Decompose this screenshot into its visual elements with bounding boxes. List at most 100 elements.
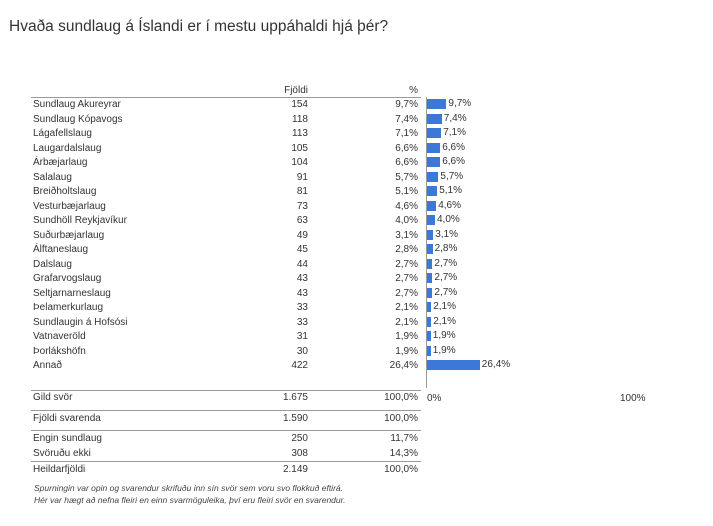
bar-data-label: 4,0% bbox=[437, 214, 460, 225]
row-label: Sundlaugin á Hofsósi bbox=[33, 316, 128, 328]
table-row-valid: Gild svör 1.675 100,0% bbox=[31, 390, 421, 406]
bar-data-label: 3,1% bbox=[435, 228, 458, 240]
bar bbox=[427, 128, 442, 138]
bar-data-label: 5,7% bbox=[440, 170, 464, 182]
row-label: Gild svör bbox=[33, 392, 73, 403]
row-count: 45 bbox=[296, 244, 308, 255]
row-percent: 2,7% bbox=[395, 287, 418, 299]
row-count: 44 bbox=[296, 258, 308, 270]
bar-data-label: 7,4% bbox=[443, 112, 467, 124]
axis-tick-min: 0% bbox=[427, 393, 442, 404]
row-percent: 2,7% bbox=[395, 258, 418, 270]
row-percent: 6,6% bbox=[395, 142, 418, 154]
table-row-noanswer: Svöruðu ekki 308 14,3% bbox=[31, 446, 421, 461]
row-percent: 11,7% bbox=[390, 433, 418, 444]
row-label: Sundhöll Reykjavíkur bbox=[33, 215, 127, 226]
bar-data-label: 2,7% bbox=[434, 257, 458, 269]
row-percent: 4,0% bbox=[395, 215, 418, 226]
valid-answers-row-group: Gild svör 1.675 100,0% bbox=[31, 390, 421, 406]
table-row: Laugardalslaug 105 6,6% bbox=[31, 142, 421, 157]
bar-data-label: 9,7% bbox=[448, 98, 472, 109]
footnote-2: Hér var hægt að nefna fleiri en einn sva… bbox=[34, 495, 346, 505]
row-count: 33 bbox=[296, 302, 308, 313]
bar bbox=[427, 200, 437, 211]
table-row: Seltjarnarneslaug 43 2,7% bbox=[31, 287, 421, 302]
row-percent: 5,1% bbox=[395, 186, 418, 197]
row-percent: 9,7% bbox=[395, 99, 418, 110]
row-label: Heildarfjöldi bbox=[33, 464, 86, 475]
column-header-count: Fjöldi bbox=[284, 85, 308, 96]
bar-data-label: 7,1% bbox=[443, 127, 466, 138]
row-count: 63 bbox=[296, 215, 308, 226]
axis-tick-max: 100% bbox=[620, 393, 646, 404]
bar-data-label: 2,1% bbox=[433, 315, 456, 327]
bar bbox=[427, 99, 447, 109]
row-percent: 4,6% bbox=[395, 200, 418, 212]
row-count: 33 bbox=[296, 316, 308, 328]
row-percent: 5,7% bbox=[395, 171, 418, 183]
row-count: 91 bbox=[296, 171, 308, 183]
bar bbox=[427, 186, 438, 196]
table-row: Vesturbæjarlaug 73 4,6% bbox=[31, 200, 421, 215]
table-row: Lágafellslaug 113 7,1% bbox=[31, 127, 421, 142]
table-row-none: Engin sundlaug 250 11,7% bbox=[31, 430, 421, 446]
bar bbox=[427, 302, 432, 312]
row-count: 1.590 bbox=[282, 413, 308, 424]
table-row: Breiðholtslaug 81 5,1% bbox=[31, 185, 421, 200]
bar bbox=[427, 287, 433, 298]
bar bbox=[427, 273, 433, 283]
row-label: Lágafellslaug bbox=[33, 128, 92, 139]
bar-data-label: 26,4% bbox=[481, 359, 511, 370]
bar-chart: 0% 100% 9,7% 7,4% 7,1% 6,6% 6,6% 5,7% 5,1% 4,6%… bbox=[424, 97, 674, 404]
row-label: Suðurbæjarlaug bbox=[33, 229, 105, 241]
row-count: 49 bbox=[296, 229, 308, 241]
table-row-respondents: Fjöldi svarenda 1.590 100,0% bbox=[31, 410, 421, 427]
bar-data-label: 2,8% bbox=[434, 243, 458, 254]
respondents-row-group: Fjöldi svarenda 1.590 100,0% bbox=[31, 410, 421, 427]
row-label: Þelamerkurlaug bbox=[33, 302, 104, 313]
row-label: Annað bbox=[33, 360, 62, 371]
bar-data-label: 5,1% bbox=[439, 185, 462, 196]
row-percent: 100,0% bbox=[384, 464, 418, 475]
row-label: Seltjarnarneslaug bbox=[33, 287, 111, 299]
row-label: Grafarvogslaug bbox=[33, 273, 102, 284]
row-count: 118 bbox=[292, 113, 308, 125]
row-percent: 14,3% bbox=[389, 448, 418, 459]
row-count: 30 bbox=[296, 345, 308, 357]
row-label: Sundlaug Akureyrar bbox=[33, 99, 121, 110]
bar-data-label: 2,7% bbox=[434, 272, 458, 283]
column-header-percent: % bbox=[409, 85, 418, 96]
row-percent: 2,1% bbox=[395, 316, 418, 328]
bar-data-label: 6,6% bbox=[442, 156, 465, 167]
row-count: 105 bbox=[291, 142, 308, 154]
bar-data-label: 1,9% bbox=[432, 344, 456, 356]
bar bbox=[427, 244, 433, 254]
row-label: Dalslaug bbox=[33, 258, 72, 270]
row-label: Þorlákshöfn bbox=[33, 345, 86, 357]
table-row-total: Heildarfjöldi 2.149 100,0% bbox=[31, 461, 421, 477]
row-count: 308 bbox=[291, 448, 308, 459]
row-percent: 2,1% bbox=[395, 302, 418, 313]
row-count: 154 bbox=[291, 99, 308, 110]
row-percent: 2,8% bbox=[395, 244, 418, 255]
bar bbox=[427, 171, 439, 182]
row-percent: 6,6% bbox=[395, 157, 418, 168]
row-label: Árbæjarlaug bbox=[33, 157, 88, 168]
bar-data-label: 2,7% bbox=[434, 286, 458, 298]
row-count: 422 bbox=[291, 360, 308, 371]
table-row: Grafarvogslaug 43 2,7% bbox=[31, 272, 421, 287]
bar bbox=[427, 113, 442, 124]
row-label: Salalaug bbox=[33, 171, 72, 183]
row-label: Vesturbæjarlaug bbox=[33, 200, 106, 212]
bar bbox=[427, 345, 431, 356]
table-row: Sundlaugin á Hofsósi 33 2,1% bbox=[31, 316, 421, 331]
row-count: 43 bbox=[296, 287, 308, 299]
row-percent: 2,7% bbox=[395, 273, 418, 284]
bar-data-label: 1,9% bbox=[432, 330, 456, 341]
table-row: Sundlaug Kópavogs 118 7,4% bbox=[31, 113, 421, 128]
bar bbox=[427, 258, 433, 269]
row-label: Álftaneslaug bbox=[33, 244, 89, 255]
row-label: Breiðholtslaug bbox=[33, 186, 97, 197]
row-count: 31 bbox=[296, 331, 308, 342]
row-percent: 7,1% bbox=[395, 128, 418, 139]
